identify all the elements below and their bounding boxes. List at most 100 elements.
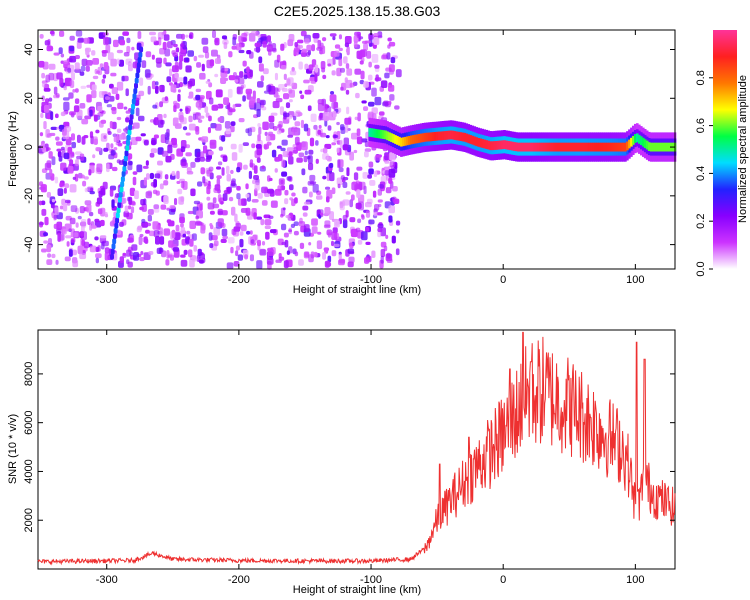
spectrogram-trail-cell [139,46,144,53]
spectrogram-noise-cell [211,49,218,57]
spectrogram-noise-cell [217,218,224,227]
spectrogram-noise-cell [394,105,400,110]
spectrogram-ridge-cell [622,142,625,152]
spectrogram-noise-cell [75,222,79,228]
spectrogram-ridge-cell [618,142,621,152]
spectrogram-noise-cell [365,226,370,232]
spectrogram-noise-cell [355,227,361,233]
spectrogram-noise-cell [300,52,307,57]
spectrogram-noise-cell [204,51,210,59]
spectrogram-ridge-cell [578,142,582,152]
spectrogram-noise-cell [141,218,146,223]
spectrogram-noise-cell [139,233,144,237]
spectrogram-noise-cell [63,60,68,64]
spectrogram-noise-cell [197,248,202,256]
spectrogram-noise-cell [209,210,215,215]
spectrogram-ridge-cell [663,142,667,152]
spectrogram-noise-cell [239,71,244,78]
spectrogram-noise-cell [331,142,337,146]
spectrogram-noise-cell [236,185,241,191]
spectrogram-noise-cell [377,35,383,39]
spectrogram-noise-cell [137,225,143,231]
spectrogram-noise-cell [359,60,364,65]
spectrogram-noise-cell [143,236,148,244]
spectrogram-noise-cell [395,69,402,78]
spectrogram-noise-cell [377,227,383,233]
spectrogram-noise-cell [276,157,282,162]
spectrogram-noise-cell [339,204,345,211]
spectrogram-noise-cell [386,252,391,259]
spectrogram-noise-cell [283,112,290,118]
spectrogram-noise-cell [95,147,102,152]
spectrogram-trail-cell [131,103,136,110]
spectrogram-noise-cell [356,31,361,38]
spectrogram-ridge-cell [402,137,405,147]
spectrogram-noise-cell [71,133,75,141]
spectrogram-noise-cell [209,97,214,105]
spectrogram-ridge-cell [636,133,639,143]
spectrogram-noise-cell [308,254,314,263]
spectrogram-ridge-cell [374,129,377,138]
spectrogram-noise-cell [242,95,246,102]
spectrogram-trail-cell [120,176,125,183]
snr-frame [37,329,676,570]
spectrogram-ridge-cell [548,142,552,152]
spectrogram-noise-cell [121,75,125,82]
spectrogram-ridge-cell [590,142,593,152]
spectrogram-noise-cell [388,100,392,105]
spectrogram-trail-cell [132,93,137,100]
spectrogram-noise-cell [215,123,222,131]
spectrogram-noise-cell [134,190,139,200]
spectrogram-noise-cell [261,165,265,169]
spectrogram-noise-cell [336,147,340,153]
spectrogram-noise-cell [196,152,201,161]
x-tick-label: -300 [96,574,118,586]
spectrogram-noise-cell [100,110,106,115]
spectrogram-noise-cell [284,189,289,196]
spectrogram-noise-cell [124,205,129,213]
spectrogram-noise-cell [56,72,63,80]
spectrogram-noise-cell [163,113,167,119]
spectrogram-noise-cell [269,229,277,234]
spectrogram-noise-cell [40,112,44,118]
spectrogram-noise-cell [356,128,361,137]
spectrogram-noise-cell [388,205,395,214]
spectrogram-noise-cell [110,58,117,67]
spectrogram-noise-cell [155,81,159,86]
spectrogram-noise-cell [175,47,180,53]
spectrogram-noise-cell [131,201,136,206]
spectrogram-noise-cell [343,56,348,64]
spectrogram-noise-cell [159,236,165,245]
spectrogram-noise-cell [343,137,349,146]
spectrogram-noise-cell [377,223,384,229]
spectrogram-noise-cell [367,174,372,179]
spectrogram-noise-cell [138,90,145,97]
spectrogram-noise-cell [209,223,213,227]
spectrogram-noise-cell [70,72,75,81]
spectrogram-noise-cell [135,136,142,142]
colorbar-ticks: 0.0 0.2 0.4 0.6 0.8 [695,70,713,277]
spectrogram-noise-cell [161,150,169,157]
spectrogram-noise-cell [125,88,129,97]
spectrogram-noise-cell [365,210,371,218]
spectrogram-noise-cell [305,52,311,57]
spectrogram-noise-cell [338,259,345,266]
spectrogram-noise-cell [363,81,369,88]
spectrogram-noise-cell [57,188,64,196]
spectrogram-frame [37,29,676,270]
spectrogram-noise-cell [153,178,157,188]
spectrogram-noise-cell [260,75,265,82]
spectrogram-noise-cell [357,218,362,224]
spectrogram-noise-cell [374,204,380,211]
spectrogram-noise-cell [60,53,65,58]
spectrogram-noise-cell [41,95,45,101]
spectrogram-noise-cell [234,213,238,223]
spectrogram-noise-cell [368,168,374,175]
spectrogram-noise-cell [213,240,219,247]
spectrogram-noise-cell [359,50,366,58]
spectrogram-noise-cell [308,149,314,155]
spectrogram-noise-cell [55,136,60,141]
spectrogram-noise-cell [127,196,131,202]
spectrogram-noise-cell [254,102,262,111]
spectrogram-noise-cell [374,64,380,69]
